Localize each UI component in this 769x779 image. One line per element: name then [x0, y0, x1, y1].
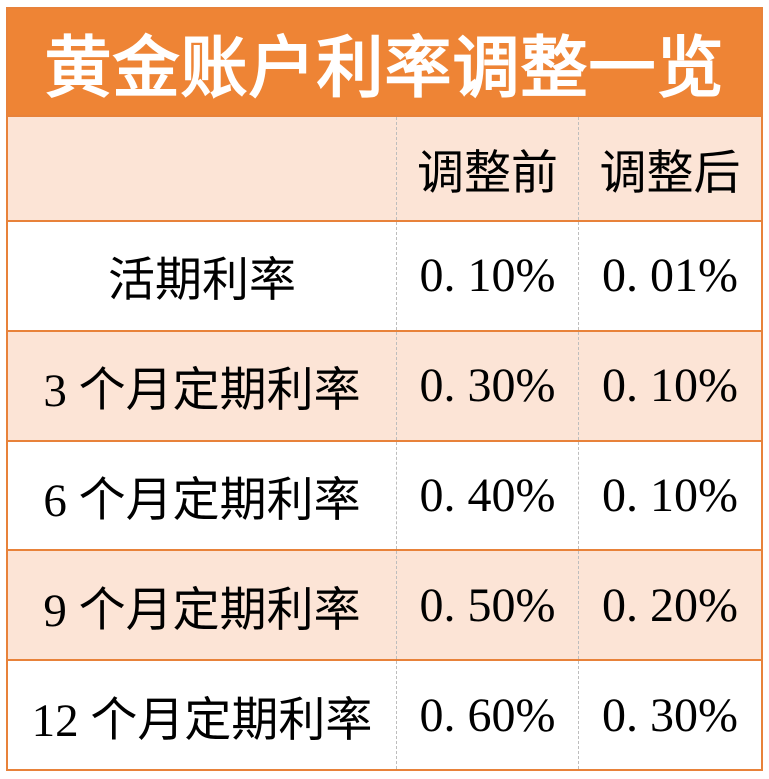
table-row: 活期利率 0. 10% 0. 01%	[8, 220, 761, 330]
rate-before-cell: 0. 10%	[396, 222, 578, 330]
table-title: 黄金账户利率调整一览	[8, 9, 761, 115]
table-row: 6 个月定期利率 0. 40% 0. 10%	[8, 439, 761, 550]
rate-after-cell: 0. 30%	[578, 661, 761, 769]
row-label-cell: 12 个月定期利率	[31, 694, 373, 747]
row-label-cell: 活期利率	[108, 255, 296, 308]
row-header-empty-cell	[8, 117, 396, 220]
table-row: 12 个月定期利率 0. 60% 0. 30%	[8, 659, 761, 769]
rate-before-cell: 0. 50%	[396, 551, 578, 660]
rate-after-cell: 0. 20%	[578, 551, 761, 660]
rate-after-cell: 0. 01%	[578, 222, 761, 330]
column-header-row: 调整前 调整后	[8, 115, 761, 220]
table-row: 3 个月定期利率 0. 30% 0. 10%	[8, 329, 761, 440]
rate-before-cell: 0. 60%	[396, 661, 578, 769]
column-header-after: 调整后	[578, 117, 761, 220]
rate-before-cell: 0. 30%	[396, 331, 578, 440]
row-label-cell: 9 个月定期利率	[43, 584, 361, 637]
column-header-before: 调整前	[396, 117, 578, 220]
table-row: 9 个月定期利率 0. 50% 0. 20%	[8, 549, 761, 660]
rate-before-cell: 0. 40%	[396, 441, 578, 550]
rate-after-cell: 0. 10%	[578, 441, 761, 550]
rate-adjustment-table: 黄金账户利率调整一览 调整前 调整后 活期利率 0. 10% 0. 01% 3 …	[6, 7, 763, 771]
rate-after-cell: 0. 10%	[578, 331, 761, 440]
row-label-cell: 3 个月定期利率	[43, 365, 361, 418]
row-label-cell: 6 个月定期利率	[43, 474, 361, 527]
